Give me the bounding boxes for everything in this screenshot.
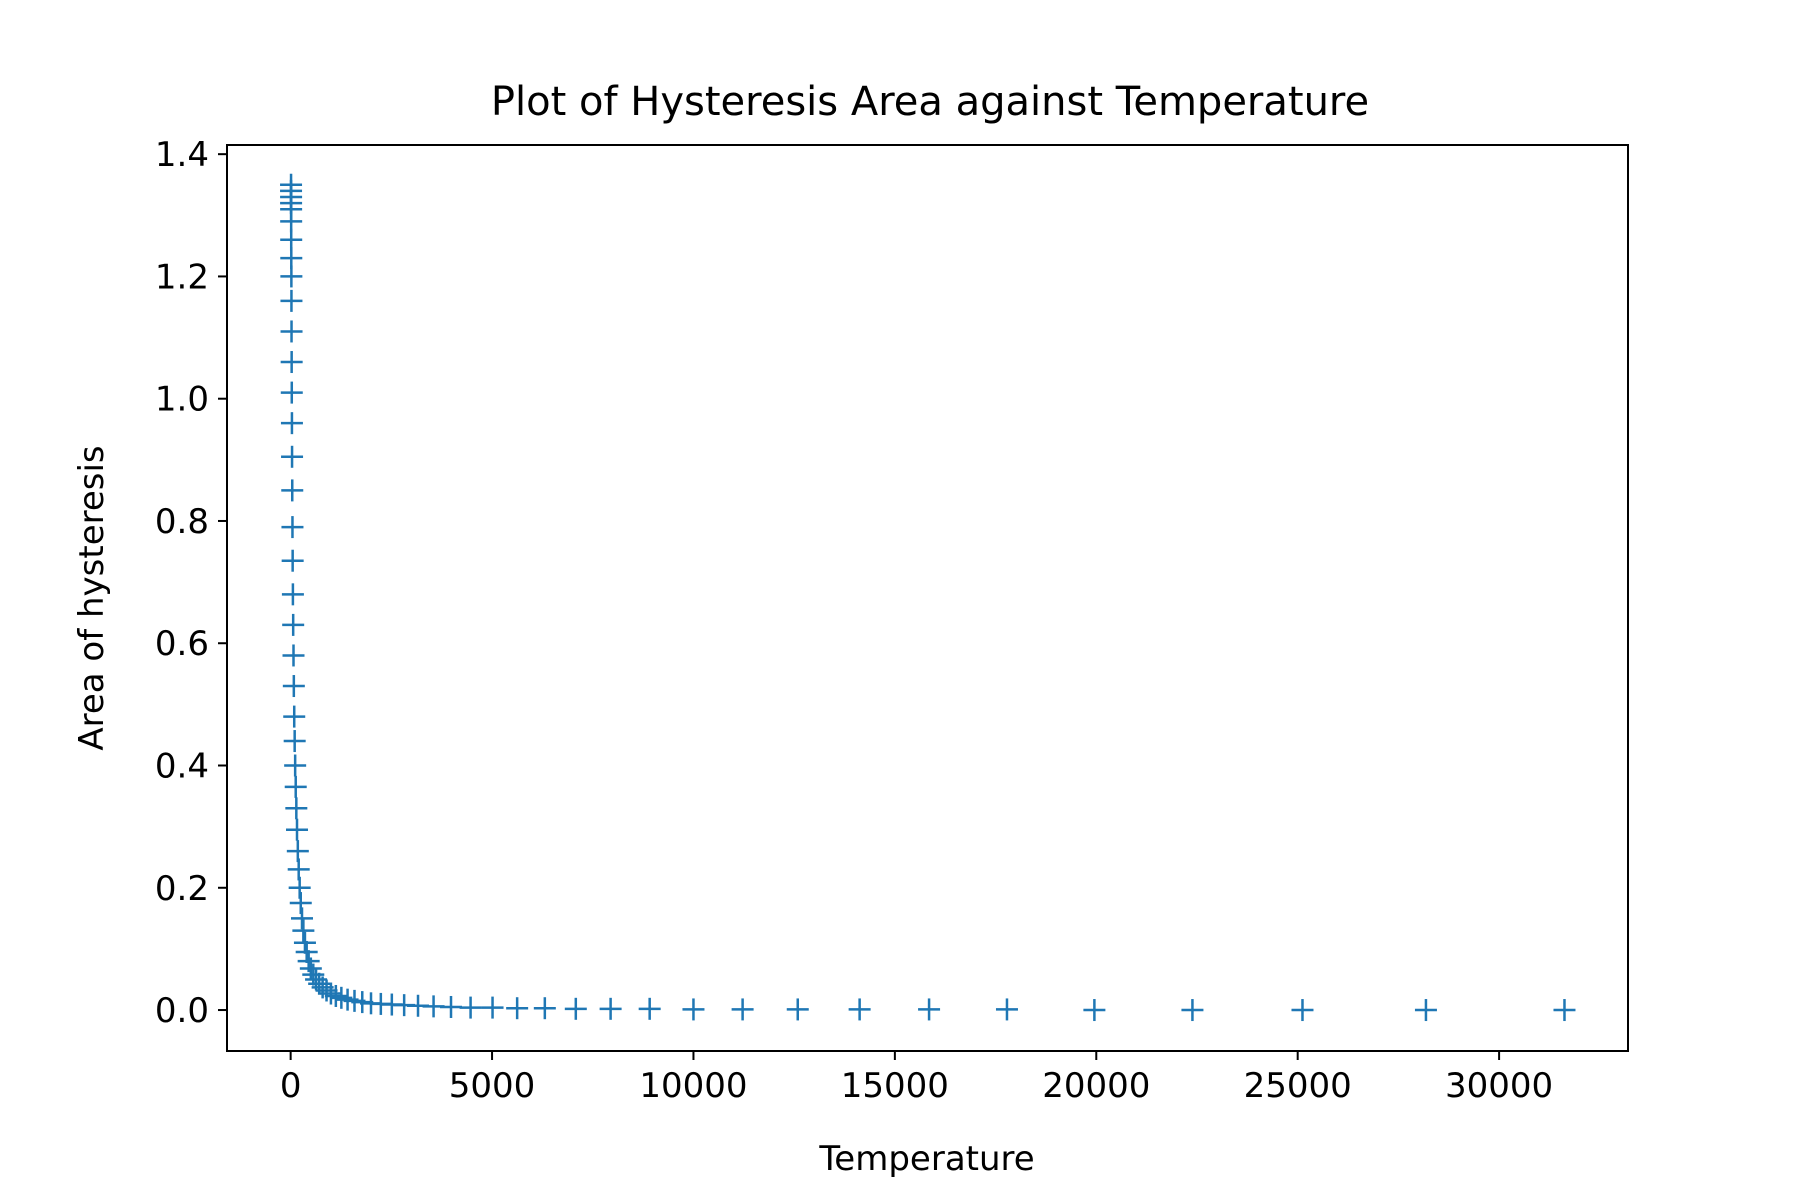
data-point: [281, 516, 304, 539]
data-point: [281, 583, 304, 606]
x-axis: 0 5000 10000 15000 20000 25000 30000: [280, 1051, 1553, 1106]
data-point: [533, 997, 556, 1020]
y-tick-label: 1.4: [155, 135, 209, 175]
x-tick-label: 30000: [1445, 1066, 1553, 1106]
chart-title: Plot of Hysteresis Area against Temperat…: [491, 79, 1369, 125]
data-point: [1291, 999, 1314, 1022]
data-point: [280, 381, 303, 404]
data-point: [995, 998, 1018, 1021]
data-point: [280, 320, 303, 343]
data-point: [324, 984, 347, 1007]
data-point: [281, 445, 304, 468]
data-point: [682, 998, 705, 1021]
data-point: [286, 818, 309, 841]
data-point: [440, 995, 463, 1018]
data-point: [280, 210, 303, 233]
x-tick-label: 20000: [1042, 1066, 1150, 1106]
data-point: [284, 754, 307, 777]
x-tick-label: 0: [280, 1066, 302, 1106]
data-point: [281, 479, 304, 502]
y-tick-label: 1.0: [155, 380, 209, 420]
y-tick-label: 1.2: [155, 257, 209, 297]
data-point: [302, 963, 325, 986]
data-point: [287, 858, 310, 881]
data-point: [319, 982, 342, 1005]
data-point: [282, 644, 305, 667]
data-point: [286, 840, 309, 863]
x-tick-label: 25000: [1244, 1066, 1352, 1106]
data-point: [295, 940, 318, 963]
data-point: [280, 265, 303, 288]
data-point: [283, 730, 306, 753]
y-axis: 0.0 0.2 0.4 0.6 0.8 1.0 1.2 1.4: [155, 135, 227, 1031]
x-tick-label: 15000: [841, 1066, 949, 1106]
data-point: [786, 998, 809, 1021]
x-tick-label: 10000: [639, 1066, 747, 1106]
data-point: [1414, 999, 1437, 1022]
data-point: [282, 613, 305, 636]
data-point: [1083, 999, 1106, 1022]
data-point: [283, 705, 306, 728]
data-point: [280, 247, 303, 270]
x-tick-label: 5000: [449, 1066, 536, 1106]
plot-area: 0 5000 10000 15000 20000 25000 30000 0.0 0.2 0.4…: [155, 135, 1629, 1106]
data-point: [506, 997, 529, 1020]
data-point: [284, 775, 307, 798]
y-axis-label: Area of hysteresis: [72, 445, 112, 750]
data-point: [481, 996, 504, 1019]
plot-frame: [226, 144, 1629, 1052]
data-point: [564, 997, 587, 1020]
data-point: [599, 997, 622, 1020]
data-point: [1181, 999, 1204, 1022]
data-point: [280, 351, 303, 374]
y-tick-label: 0.6: [155, 624, 209, 664]
data-point: [292, 919, 315, 942]
data-point: [282, 675, 305, 698]
data-series: [280, 173, 1576, 1022]
data-point: [280, 412, 303, 435]
data-point: [731, 998, 754, 1021]
data-point: [293, 931, 316, 954]
data-point: [1553, 999, 1576, 1022]
data-point: [315, 979, 338, 1002]
data-point: [291, 907, 314, 930]
data-point: [918, 998, 941, 1021]
data-point: [280, 228, 303, 251]
data-point: [459, 996, 482, 1019]
y-tick-label: 0.8: [155, 502, 209, 542]
x-axis-label: Temperature: [818, 1139, 1034, 1179]
data-point: [848, 998, 871, 1021]
data-point: [638, 997, 661, 1020]
y-tick-label: 0.0: [155, 991, 209, 1031]
data-point: [285, 797, 308, 820]
y-tick-label: 0.4: [155, 747, 209, 787]
data-point: [281, 549, 304, 572]
y-tick-label: 0.2: [155, 869, 209, 909]
data-point: [280, 289, 303, 312]
